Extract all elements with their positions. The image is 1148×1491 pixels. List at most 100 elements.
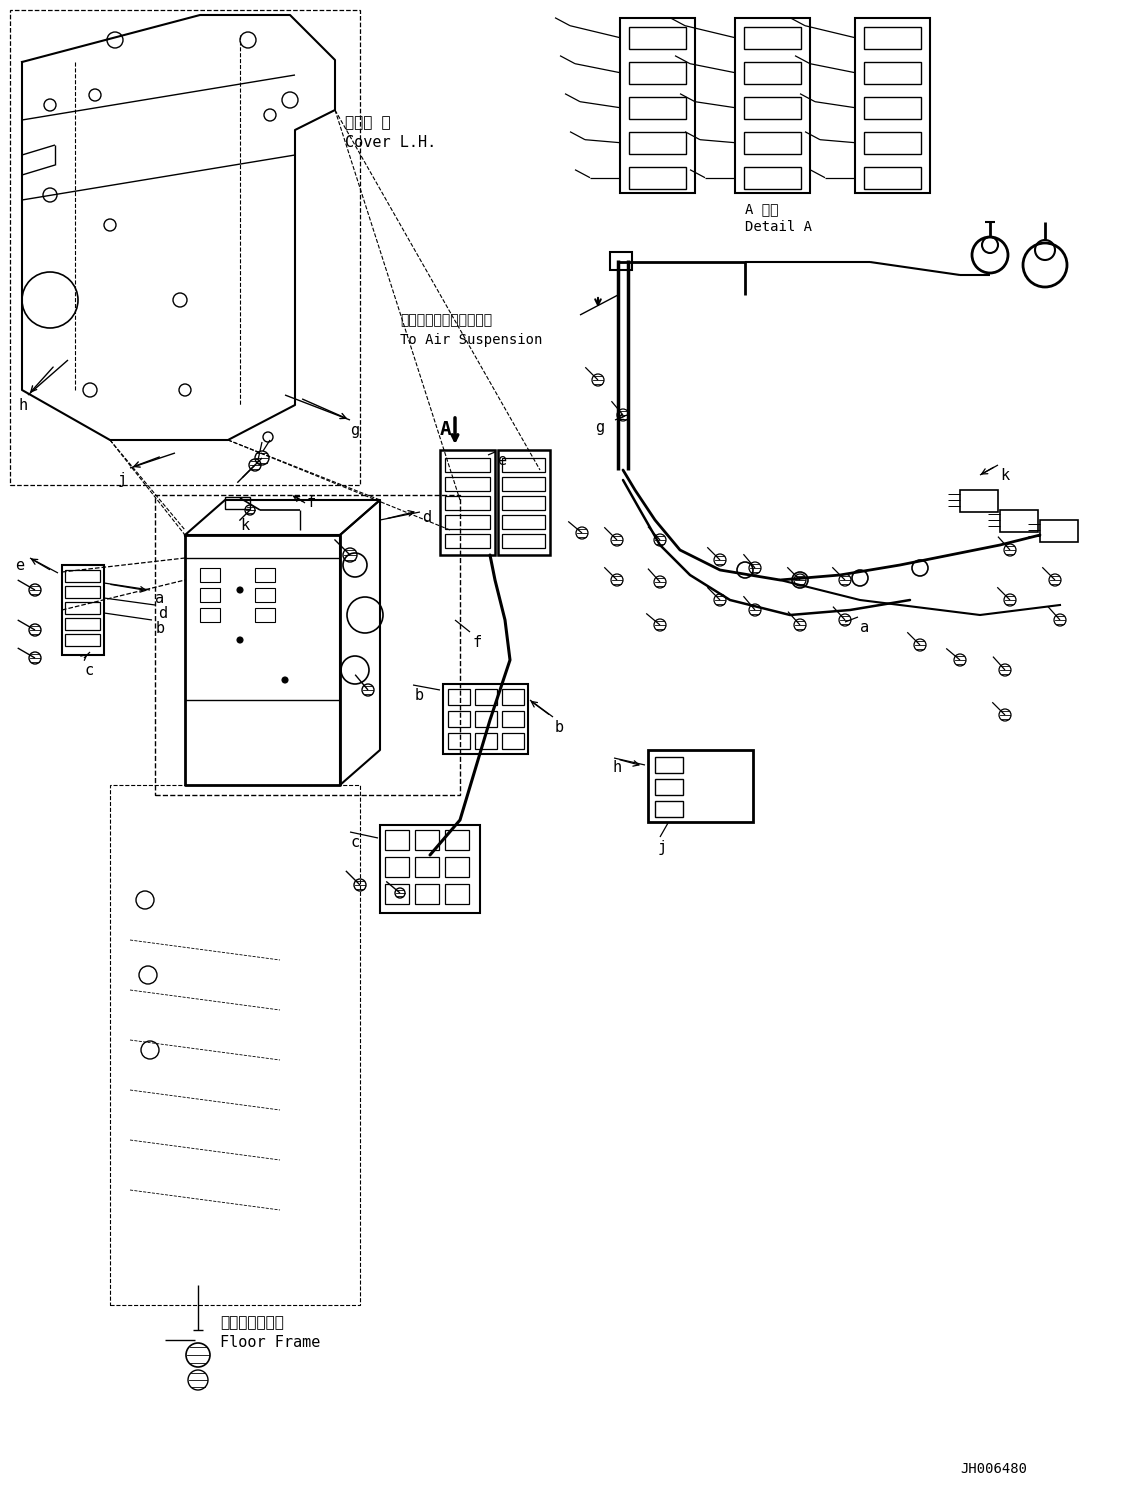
Bar: [735, 18, 810, 192]
Bar: [744, 167, 801, 189]
Bar: [10, 10, 360, 485]
Text: k: k: [240, 517, 249, 532]
Bar: [475, 734, 497, 748]
Bar: [448, 689, 470, 705]
Bar: [65, 602, 100, 614]
Text: エアーサスペンションへ: エアーサスペンションへ: [400, 313, 492, 327]
Bar: [414, 884, 439, 904]
Bar: [1040, 520, 1078, 543]
Text: フロアフレーム: フロアフレーム: [220, 1315, 284, 1330]
Circle shape: [236, 587, 243, 593]
Bar: [414, 857, 439, 877]
Bar: [255, 608, 276, 622]
Bar: [744, 27, 801, 49]
Bar: [385, 830, 409, 850]
Bar: [629, 167, 687, 189]
Text: b: b: [554, 720, 564, 735]
Bar: [225, 497, 250, 508]
Text: c: c: [84, 663, 93, 678]
Bar: [65, 570, 100, 581]
Bar: [445, 514, 490, 529]
Bar: [445, 830, 470, 850]
Bar: [475, 689, 497, 705]
Bar: [255, 587, 276, 602]
Bar: [864, 27, 921, 49]
Bar: [110, 784, 360, 1305]
Text: Cover L.H.: Cover L.H.: [346, 136, 436, 151]
Bar: [65, 634, 100, 646]
Bar: [960, 491, 998, 511]
Text: j: j: [118, 473, 127, 488]
Bar: [629, 97, 687, 119]
Text: d: d: [422, 510, 432, 525]
Bar: [502, 514, 545, 529]
Bar: [443, 684, 528, 754]
Bar: [855, 18, 930, 192]
Bar: [200, 568, 220, 581]
Bar: [502, 477, 545, 491]
Circle shape: [236, 637, 243, 643]
Text: b: b: [414, 687, 424, 702]
Text: g: g: [350, 423, 359, 438]
Bar: [656, 778, 683, 795]
Bar: [62, 565, 104, 655]
Text: Detail A: Detail A: [745, 221, 812, 234]
Bar: [155, 495, 460, 795]
Bar: [502, 711, 523, 728]
Bar: [448, 711, 470, 728]
Bar: [255, 568, 276, 581]
Text: h: h: [612, 760, 621, 775]
Bar: [445, 857, 470, 877]
Bar: [744, 97, 801, 119]
Bar: [445, 477, 490, 491]
Text: A 詳細: A 詳細: [745, 201, 778, 216]
Text: a: a: [155, 590, 164, 605]
Bar: [656, 801, 683, 817]
Bar: [864, 131, 921, 154]
Bar: [647, 750, 753, 822]
Bar: [200, 587, 220, 602]
Bar: [744, 61, 801, 83]
Bar: [620, 18, 695, 192]
Text: g: g: [595, 420, 604, 435]
Bar: [744, 131, 801, 154]
Bar: [445, 458, 490, 473]
Bar: [445, 497, 490, 510]
Bar: [385, 884, 409, 904]
Bar: [440, 450, 495, 555]
Text: To Air Suspension: To Air Suspension: [400, 332, 542, 347]
Bar: [629, 131, 687, 154]
Text: f: f: [472, 635, 481, 650]
Bar: [65, 617, 100, 631]
Bar: [445, 534, 490, 549]
Bar: [445, 884, 470, 904]
Circle shape: [282, 677, 288, 683]
Bar: [629, 61, 687, 83]
Bar: [475, 711, 497, 728]
Bar: [498, 450, 550, 555]
Text: A: A: [440, 420, 452, 438]
Bar: [1000, 510, 1038, 532]
Text: j: j: [658, 839, 667, 854]
Text: Floor Frame: Floor Frame: [220, 1334, 320, 1349]
Text: h: h: [18, 398, 28, 413]
Text: e: e: [497, 453, 506, 468]
Bar: [656, 757, 683, 772]
Bar: [502, 458, 545, 473]
Bar: [414, 830, 439, 850]
Bar: [502, 734, 523, 748]
Text: d: d: [158, 605, 168, 620]
Bar: [200, 608, 220, 622]
Text: a: a: [860, 620, 869, 635]
Text: カバー 左: カバー 左: [346, 115, 390, 130]
Text: c: c: [350, 835, 359, 850]
Bar: [385, 857, 409, 877]
Bar: [65, 586, 100, 598]
Text: e: e: [15, 558, 24, 573]
Bar: [864, 97, 921, 119]
Bar: [610, 252, 633, 270]
Bar: [502, 534, 545, 549]
Text: f: f: [307, 495, 315, 510]
Bar: [864, 167, 921, 189]
Text: b: b: [156, 620, 165, 637]
